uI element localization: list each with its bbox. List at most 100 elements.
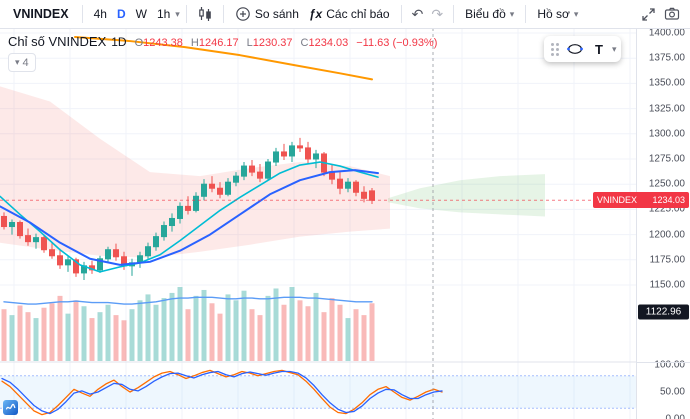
interval-chevron-down-icon[interactable]: ▾	[175, 8, 180, 19]
candle-body	[209, 183, 215, 189]
volume-bar	[17, 305, 23, 361]
candle-body	[369, 190, 375, 201]
wave-icon	[5, 403, 16, 410]
pattern-tool-button[interactable]	[564, 38, 586, 60]
volume-bar	[249, 309, 255, 361]
low-label: L	[246, 37, 253, 49]
candle-body	[217, 187, 223, 195]
ma-cyan-line	[0, 161, 379, 273]
volume-bar	[241, 290, 247, 361]
toolbar-separator	[81, 5, 83, 23]
undo-button[interactable]: ↶	[411, 5, 424, 22]
legend-row2: ▾ 4	[8, 52, 36, 72]
candle-body	[265, 161, 271, 179]
chevron-down-icon: ▾	[15, 57, 20, 67]
volume-bar	[161, 298, 167, 361]
volume-bar	[145, 294, 151, 361]
ichimoku-cloud-bullish	[388, 174, 545, 217]
text-tool-button[interactable]: T	[595, 41, 603, 57]
candle-body	[225, 181, 231, 195]
candlestick-icon	[199, 7, 211, 21]
floating-drawing-toolbar: T ▾	[544, 36, 621, 62]
candle-body	[49, 249, 55, 257]
chart-menu-button[interactable]: Biểu đồ ▾	[460, 2, 519, 26]
high-value: 1246.17	[198, 37, 239, 49]
chart-style-button[interactable]	[193, 2, 217, 26]
candle-body	[17, 222, 23, 237]
stoch-band	[0, 375, 637, 409]
candle-body	[113, 249, 119, 258]
indicators-collapse-button[interactable]: ▾ 4	[8, 53, 36, 72]
volume-bar	[89, 318, 95, 361]
volume-bar	[193, 295, 199, 361]
fullscreen-button[interactable]	[636, 2, 660, 26]
axis-label: 1150.00	[649, 279, 685, 291]
candle-body	[233, 175, 239, 183]
candle-body	[257, 171, 263, 179]
volume-bar	[105, 304, 111, 361]
volume-bar	[33, 318, 39, 361]
volume-bar	[49, 303, 55, 361]
axis-label: 1350.00	[648, 77, 685, 89]
volume-bar	[265, 295, 271, 361]
toolbar-separator	[525, 5, 527, 23]
candle-body	[353, 181, 359, 193]
indicators-label: Các chỉ báo	[326, 7, 390, 21]
volume-bar	[281, 304, 287, 361]
volume-bar	[297, 300, 303, 361]
volume-bar	[209, 303, 215, 361]
candle-body	[273, 151, 279, 163]
more-tools-chevron-down-icon[interactable]: ▾	[612, 43, 617, 54]
volume-bar	[153, 304, 159, 361]
interval-1d[interactable]: D	[116, 7, 126, 21]
axis-label: 50.00	[659, 386, 685, 398]
candle-body	[345, 181, 351, 189]
open-label: O	[134, 37, 144, 49]
chart-canvas[interactable]	[0, 0, 637, 419]
candle-body	[281, 151, 287, 157]
candle-body	[193, 195, 199, 211]
legend-symbol-title[interactable]: Chỉ số VNINDEX	[8, 34, 107, 49]
redo-button[interactable]: ↷	[431, 5, 444, 22]
indicators-button[interactable]: ƒx Các chỉ báo	[304, 2, 395, 26]
drag-handle-icon[interactable]	[548, 42, 562, 56]
camera-icon	[664, 7, 680, 20]
axis-label: 100.00	[654, 359, 685, 371]
change-value: −11.63 (−0.93%)	[356, 37, 438, 49]
volume-bar	[257, 315, 263, 361]
volume-bar	[337, 304, 343, 361]
oscillator-pane-icon[interactable]	[3, 400, 18, 415]
close-label: C	[300, 37, 309, 49]
candle-body	[289, 145, 295, 157]
axis-label: 1175.00	[649, 254, 685, 266]
ellipse-pattern-icon	[567, 44, 583, 54]
axis-pane-separator	[637, 362, 690, 363]
candle-body	[153, 236, 159, 248]
candle-body	[57, 255, 63, 266]
symbol-button[interactable]: VNINDEX	[13, 7, 69, 21]
low-value: 1230.37	[252, 37, 293, 49]
snapshot-button[interactable]	[660, 2, 684, 26]
candle-body	[169, 217, 175, 227]
volume-bar	[233, 300, 239, 361]
candle-body	[337, 178, 343, 189]
volume-bar	[41, 307, 47, 361]
last-price-badge: VNINDEX 1234.03	[593, 192, 689, 209]
interval-1h[interactable]: 1h	[156, 7, 171, 21]
volume-bar	[273, 288, 279, 361]
layout-menu-button[interactable]: Hồ sơ ▾	[532, 2, 583, 26]
compare-button[interactable]: So sánh	[230, 2, 304, 26]
interval-1w[interactable]: W	[135, 7, 147, 21]
volume-bar	[217, 313, 223, 361]
volume-bar	[305, 306, 311, 361]
volume-bar	[329, 298, 335, 361]
toolbar-separator	[222, 5, 224, 23]
volume-bar	[73, 300, 79, 361]
ichimoku-cloud-bearish	[0, 86, 390, 258]
candle-body	[185, 205, 191, 211]
interval-4h[interactable]: 4h	[93, 7, 107, 21]
volume-bar	[361, 315, 367, 361]
price-axis[interactable]: 1400.00 1375.00 1350.00 1325.00 1300.00 1275.…	[593, 28, 690, 419]
candle-body	[1, 215, 7, 228]
